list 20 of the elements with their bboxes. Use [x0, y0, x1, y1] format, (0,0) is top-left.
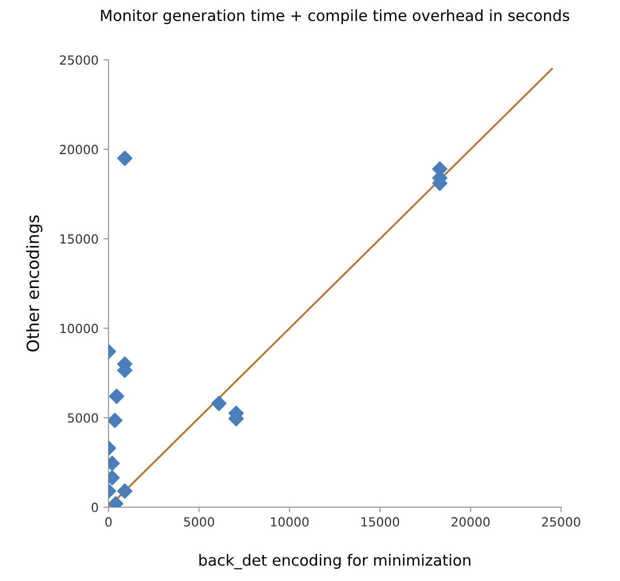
x-tick-label: 0: [105, 517, 112, 527]
y-tick-label: 10000: [60, 324, 98, 334]
x-tick-label: 20000: [452, 517, 490, 527]
x-axis-title: back_det encoding for minimization: [199, 554, 470, 570]
x-tick-label: 25000: [542, 517, 580, 527]
point: [211, 396, 227, 412]
x-tick-label: 15000: [362, 517, 400, 527]
point: [117, 150, 132, 166]
y-tick-label: 5000: [68, 413, 98, 423]
x-tick-label: 10000: [271, 517, 309, 527]
y-axis-title: Other encodings: [26, 215, 42, 352]
y-tick-label: 20000: [60, 144, 98, 154]
point: [109, 388, 124, 404]
y-tick-label: 25000: [60, 55, 98, 65]
point: [108, 412, 122, 428]
point: [117, 483, 132, 499]
x-tick-label: 5000: [184, 517, 214, 527]
y-tick-label: 15000: [60, 234, 98, 244]
chart-title: Monitor generation time + compile time overhead in seconds: [101, 9, 570, 24]
y-tick-label: 0: [92, 502, 98, 512]
